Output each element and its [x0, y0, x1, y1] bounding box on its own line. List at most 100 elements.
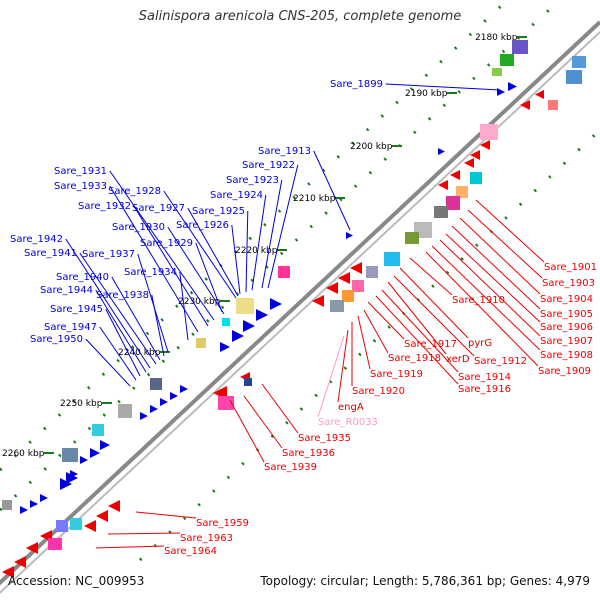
gene-feature-box [512, 40, 528, 54]
reverse-label-leader [439, 239, 541, 337]
kbp-tick-label: 2190 kbp [405, 89, 448, 99]
reverse-gene-label: Sare_1907 [540, 336, 593, 347]
forward-gene-label: Sare_1937 [82, 249, 135, 260]
reverse-label-leader [387, 281, 447, 355]
reverse-label-leader [363, 309, 389, 354]
forward-gene-label: Sare_1899 [330, 79, 383, 90]
forward-label-leader [99, 326, 137, 381]
forward-gene-arrow [80, 456, 88, 464]
kbp-tick-label: 2200 kbp [350, 142, 393, 152]
forward-label-leader [79, 252, 157, 365]
forward-gene-label: Sare_1923 [226, 175, 279, 186]
forward-gene-arrow [30, 500, 38, 508]
reverse-label-leader [409, 257, 453, 296]
reverse-gene-arrow [480, 140, 490, 150]
reverse-gene-label: xerD [446, 354, 470, 365]
reverse-gene-label: Sare_1935 [298, 433, 351, 444]
forward-label-leader [313, 150, 351, 231]
forward-label-leader [85, 338, 131, 387]
forward-label-leader [133, 205, 209, 327]
gene-feature-box [196, 338, 206, 348]
reverse-gene-label: Sare_1909 [538, 366, 591, 377]
forward-gene-label: Sare_1940 [56, 272, 109, 283]
forward-gene-label: Sare_1924 [210, 190, 263, 201]
reverse-gene-arrow [326, 282, 338, 294]
reverse-gene-label: Sare_1916 [458, 384, 511, 395]
forward-gene-label: Sare_1945 [50, 304, 103, 315]
forward-label-leader [251, 194, 267, 291]
gene-feature-box [548, 100, 558, 110]
backbone-line [0, 20, 600, 586]
reverse-label-leader [425, 251, 539, 367]
forward-gene-arrow [170, 392, 178, 400]
forward-gene-arrow [232, 330, 244, 342]
gene-feature-box [62, 448, 78, 462]
forward-label-leader [179, 271, 189, 341]
forward-gene-label: Sare_1931 [54, 166, 107, 177]
reverse-gene-label: Sare_1906 [540, 322, 593, 333]
forward-gene-arrow [180, 385, 188, 393]
gene-feature-box [278, 266, 290, 278]
reverse-gene-arrow [2, 566, 14, 578]
gene-feature-box [70, 518, 82, 530]
reverse-gene-label: Sare_1939 [264, 462, 317, 473]
reverse-gene-label: Sare_1904 [540, 294, 593, 305]
forward-gene-label: Sare_1944 [40, 285, 93, 296]
reverse-gene-label: Sare_1920 [352, 386, 405, 397]
gene-feature-box [218, 396, 234, 410]
forward-gene-arrow [100, 440, 110, 450]
gene-feature-box [244, 378, 252, 386]
forward-gene-arrow [438, 148, 445, 155]
reverse-label-leader [399, 267, 469, 339]
reverse-label-leader [375, 295, 459, 385]
reverse-label-leader [431, 245, 541, 351]
forward-gene-arrow [66, 472, 78, 484]
forward-gene-label: Sare_1950 [30, 334, 83, 345]
tick-track [138, 128, 600, 562]
forward-gene-arrow [497, 88, 505, 96]
backbone-shadow [0, 31, 600, 595]
kbp-tick-label: 2180 kbp [475, 33, 518, 43]
forward-label-leader [109, 170, 215, 321]
reverse-gene-arrow [84, 520, 96, 532]
reverse-gene-arrow [520, 100, 530, 110]
forward-label-leader [151, 294, 165, 357]
reverse-label-leader [451, 225, 541, 310]
forward-label-leader [267, 164, 299, 289]
reverse-label-leader [261, 383, 299, 434]
forward-gene-label: Sare_1913 [258, 146, 311, 157]
forward-label-leader [195, 242, 223, 313]
gene-feature-box [434, 206, 448, 218]
reverse-gene-label: Sare_1910 [452, 295, 505, 306]
kbp-tick-label: 2260 kbp [2, 449, 45, 459]
reverse-label-leader [475, 199, 545, 263]
forward-gene-arrow [140, 412, 148, 420]
gene-feature-box [366, 266, 378, 278]
forward-gene-arrow [20, 506, 28, 514]
forward-label-leader [261, 179, 283, 289]
gene-feature-box [330, 300, 344, 312]
forward-gene-label: Sare_1941 [24, 248, 77, 259]
reverse-label-leader [467, 209, 543, 279]
kbp-tick-label: 2230 kbp [178, 297, 221, 307]
reverse-gene-arrow [14, 556, 26, 568]
forward-gene-arrow [256, 309, 268, 321]
forward-label-leader [245, 210, 249, 293]
reverse-label-leader [107, 532, 181, 535]
kbp-tick-label: 2210 kbp [293, 194, 336, 204]
reverse-label-leader [95, 545, 165, 549]
forward-label-leader [65, 238, 151, 369]
reverse-gene-label: Sare_1919 [370, 369, 423, 380]
gene-feature-box [56, 520, 68, 532]
forward-gene-arrow [508, 82, 517, 91]
forward-gene-arrow [243, 320, 255, 332]
reverse-gene-arrow [26, 542, 38, 554]
reverse-gene-label: Sare_1964 [164, 546, 217, 557]
reverse-label-leader [445, 233, 541, 323]
gene-feature-box [405, 232, 419, 244]
reverse-gene-arrow [108, 500, 120, 512]
reverse-gene-label: Sare_R0033 [318, 417, 378, 428]
forward-gene-label: Sare_1922 [242, 160, 295, 171]
reverse-gene-arrow [450, 170, 460, 180]
gene-feature-box [352, 280, 364, 292]
